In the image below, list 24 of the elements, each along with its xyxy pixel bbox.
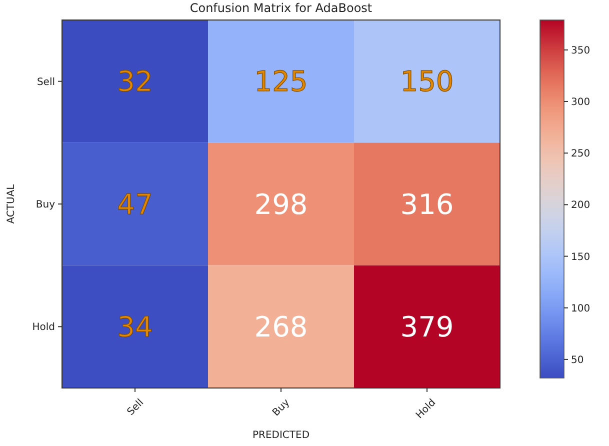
data-label: 150	[400, 65, 454, 98]
color-bar-label: 100	[571, 303, 590, 314]
color-bar-label: 150	[571, 252, 590, 263]
x-tick-label: Buy	[270, 397, 292, 419]
chart-title: Confusion Matrix for AdaBoost	[190, 1, 372, 15]
data-label: 47	[117, 188, 153, 221]
x-tick-label: Sell	[126, 397, 146, 418]
y-axis-title: ACTUAL	[6, 184, 17, 224]
data-label: 379	[400, 310, 454, 344]
color-bar-label: 250	[571, 148, 590, 160]
y-tick-label: Buy	[36, 200, 56, 210]
color-bar-label: 50	[571, 354, 584, 366]
data-label: 32	[117, 65, 153, 98]
data-label: 34	[117, 310, 153, 344]
data-label: 268	[254, 310, 308, 344]
data-label: 298	[254, 188, 308, 221]
data-label: 125	[254, 65, 308, 98]
x-axis-title: PREDICTED	[252, 430, 310, 441]
color-bar-label: 300	[571, 97, 590, 108]
color-bar-label: 200	[571, 200, 590, 212]
y-tick-label: Sell	[36, 76, 55, 88]
color-bar-label: 350	[571, 45, 590, 56]
y-tick-label: Hold	[32, 322, 55, 334]
data-label: 316	[400, 188, 454, 221]
